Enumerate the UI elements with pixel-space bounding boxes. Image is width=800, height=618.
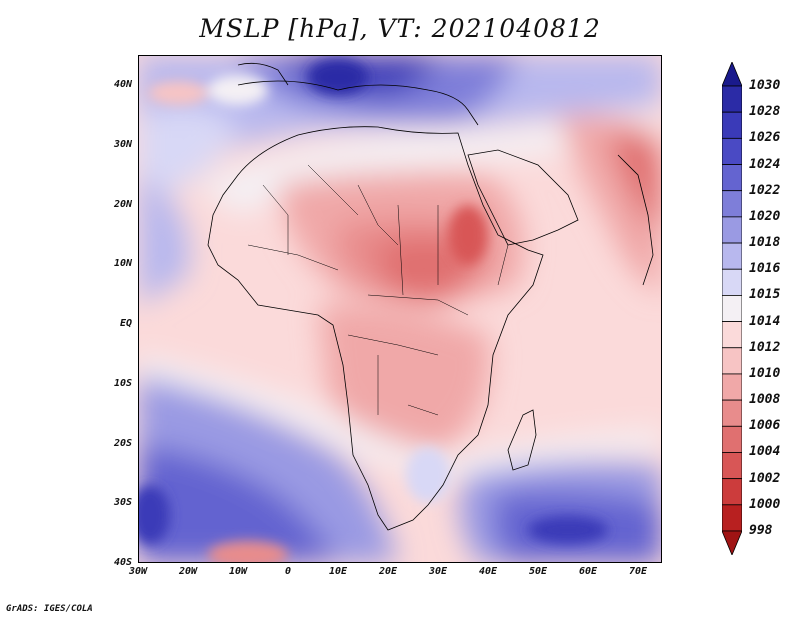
colorbar-level-label: 1015	[749, 287, 781, 303]
lat-tick-label: 40N	[113, 79, 132, 90]
colorbar-segment	[722, 347, 742, 375]
lon-tick-label: 20W	[178, 566, 198, 577]
colorbar-segment	[722, 137, 742, 165]
colorbar-level-label: 1030	[749, 78, 781, 93]
lon-tick-label: 50E	[528, 566, 548, 577]
colorbar-level-label: 1020	[749, 208, 781, 224]
pressure-field	[138, 55, 662, 563]
lat-tick-label: 10N	[113, 258, 132, 270]
colorbar-segment	[722, 373, 742, 401]
lon-tick-label: 60E	[578, 566, 598, 577]
borders	[247, 164, 509, 416]
pressure-map	[138, 55, 662, 563]
lat-tick-label: 30S	[113, 497, 132, 509]
colorbar	[722, 62, 742, 555]
lon-tick-label: 70E	[628, 566, 648, 577]
map-frame	[138, 55, 662, 563]
colorbar-level-label: 1026	[749, 130, 781, 146]
coastlines	[207, 62, 654, 531]
colorbar-segment	[722, 399, 742, 427]
colorbar-bottom-arrow	[722, 530, 742, 555]
lon-tick-label: 10E	[328, 566, 348, 577]
colorbar-level-label: 1008	[749, 392, 781, 408]
colorbar-segment	[722, 268, 742, 296]
colorbar-level-label: 1022	[749, 182, 781, 198]
colorbar-level-label: 1028	[749, 104, 781, 120]
lat-tick-label: 10S	[113, 377, 132, 389]
map-title: MSLP [hPa], VT: 2021040812	[199, 14, 601, 43]
colorbar-level-label: 1014	[749, 313, 781, 329]
lat-tick-label: 30N	[113, 138, 132, 150]
colorbar-segment	[722, 478, 742, 506]
lat-tick-label: 20N	[113, 198, 132, 210]
lon-tick-label: 40E	[478, 566, 498, 577]
colorbar-level-label: 1018	[749, 235, 781, 251]
colorbar-segment	[722, 190, 742, 218]
colorbar-segment	[722, 425, 742, 453]
colorbar-segment	[722, 504, 742, 532]
colorbar-segment	[722, 452, 742, 480]
colorbar-level-label: 1010	[749, 365, 781, 381]
credit-text: GrADS: IGES/COLA	[6, 604, 93, 614]
lon-tick-label: 0	[284, 566, 292, 577]
colorbar-segment	[722, 295, 742, 322]
lat-tick-label: EQ	[119, 318, 132, 329]
colorbar-top-arrow	[722, 62, 742, 87]
lon-tick-label: 10W	[228, 566, 248, 577]
colorbar-segment	[722, 216, 742, 244]
lon-tick-label: 30W	[128, 566, 148, 577]
lon-tick-label: 20E	[378, 566, 398, 577]
colorbar-level-label: 1002	[749, 470, 781, 486]
colorbar-segment	[722, 321, 742, 349]
colorbar-level-label: 1004	[749, 444, 781, 460]
colorbar-segment	[722, 164, 742, 192]
colorbar-level-label: 1006	[749, 418, 781, 434]
colorbar-level-label: 1012	[749, 339, 781, 355]
colorbar-level-label: 1016	[749, 261, 781, 277]
lat-tick-label: 40S	[113, 557, 132, 568]
colorbar-segment	[722, 242, 742, 270]
colorbar-level-label: 1000	[749, 496, 781, 512]
lon-tick-label: 30E	[428, 566, 448, 577]
lat-tick-label: 20S	[113, 437, 132, 449]
colorbar-level-label: 998	[749, 523, 773, 538]
colorbar-level-label: 1024	[749, 156, 781, 172]
colorbar-segment	[722, 85, 742, 113]
colorbar-segment	[722, 111, 742, 139]
